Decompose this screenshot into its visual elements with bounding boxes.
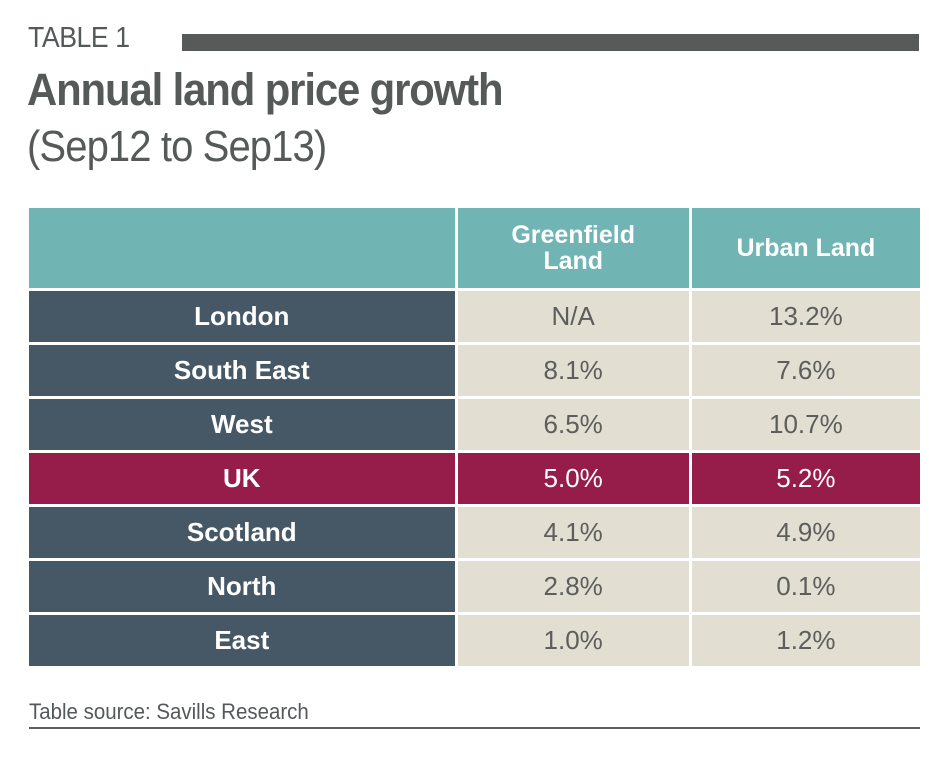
table-row: South East 8.1% 7.6% <box>29 345 920 396</box>
header-cell-greenfield: Greenfield Land <box>457 208 689 288</box>
urban-cell: 4.9% <box>691 507 920 558</box>
greenfield-cell: 8.1% <box>457 345 689 396</box>
header-row: Greenfield Land Urban Land <box>29 208 920 288</box>
bottom-rule <box>29 727 920 729</box>
greenfield-cell: 2.8% <box>457 561 689 612</box>
table-row: Scotland 4.1% 4.9% <box>29 507 920 558</box>
urban-cell: 13.2% <box>691 291 920 342</box>
greenfield-cell: N/A <box>457 291 689 342</box>
table-row: London N/A 13.2% <box>29 291 920 342</box>
table-title: Annual land price growth <box>27 64 504 115</box>
region-cell: UK <box>29 453 455 504</box>
urban-cell: 5.2% <box>691 453 920 504</box>
greenfield-cell: 1.0% <box>457 615 689 666</box>
table-row: East 1.0% 1.2% <box>29 615 920 666</box>
greenfield-cell: 4.1% <box>457 507 689 558</box>
source-note: Table source: Savills Research <box>29 699 309 724</box>
urban-cell: 7.6% <box>691 345 920 396</box>
region-cell: Scotland <box>29 507 455 558</box>
header-cell-urban: Urban Land <box>691 208 920 288</box>
header-cell-region <box>29 208 455 288</box>
land-price-table: Greenfield Land Urban Land London N/A 13.2%… <box>29 208 920 666</box>
greenfield-cell: 5.0% <box>457 453 689 504</box>
table-row: UK 5.0% 5.2% <box>29 453 920 504</box>
table-row: North 2.8% 0.1% <box>29 561 920 612</box>
region-cell: North <box>29 561 455 612</box>
urban-cell: 1.2% <box>691 615 920 666</box>
region-cell: East <box>29 615 455 666</box>
table-subtitle: (Sep12 to Sep13) <box>27 122 327 171</box>
urban-cell: 10.7% <box>691 399 920 450</box>
region-cell: West <box>29 399 455 450</box>
table-row: West 6.5% 10.7% <box>29 399 920 450</box>
urban-cell: 0.1% <box>691 561 920 612</box>
kicker-divider-bar <box>182 34 919 51</box>
table-number-label: TABLE 1 <box>28 22 130 54</box>
region-cell: South East <box>29 345 455 396</box>
greenfield-cell: 6.5% <box>457 399 689 450</box>
region-cell: London <box>29 291 455 342</box>
